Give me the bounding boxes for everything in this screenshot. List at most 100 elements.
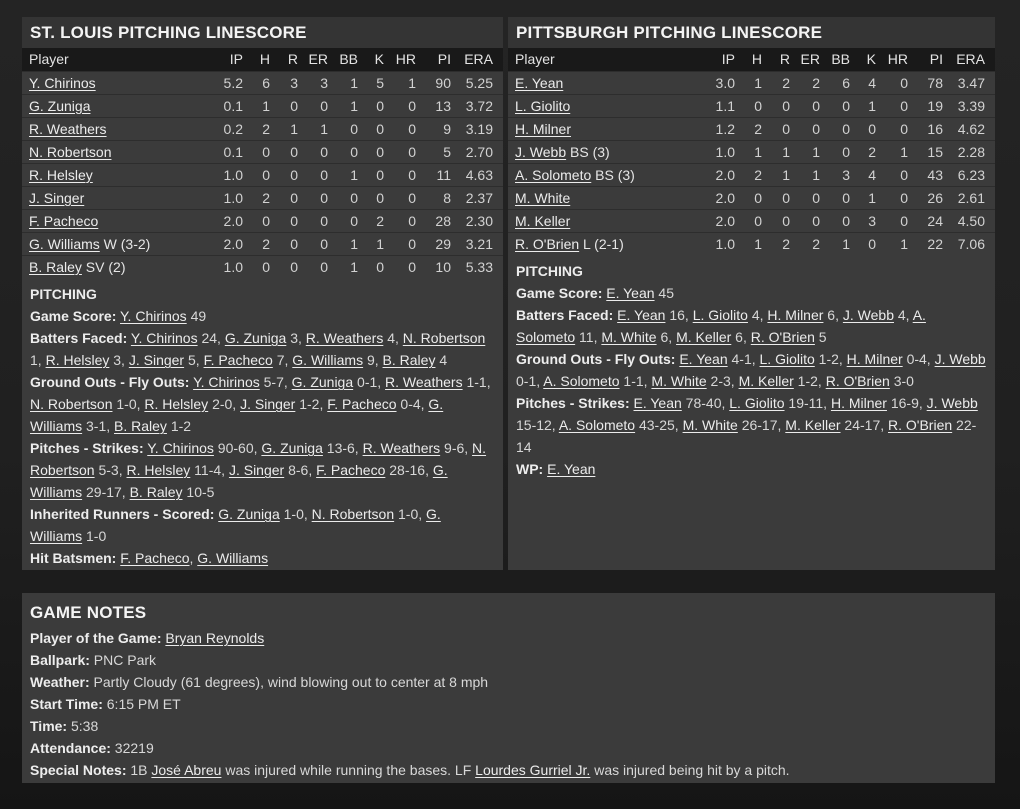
player-link[interactable]: M. Keller xyxy=(785,417,841,433)
player-link[interactable]: H. Milner xyxy=(846,351,903,367)
player-link[interactable]: M. White xyxy=(601,329,657,345)
pit-pitching-table: Player IP H R ER BB K HR PI ERA E. Yean 3.0 1 2 2 6 4 0 78… xyxy=(508,48,995,255)
stat-r: 0 xyxy=(782,97,790,114)
stat-hr: 0 xyxy=(408,166,416,183)
player-link[interactable]: G. Williams xyxy=(30,396,444,434)
player-link[interactable]: L. Giolito xyxy=(692,307,748,323)
player-link[interactable]: N. Robertson xyxy=(29,143,112,160)
player-link[interactable]: R. Weathers xyxy=(362,440,441,456)
player-link[interactable]: F. Pacheco xyxy=(316,462,386,478)
player-link[interactable]: G. Zuniga xyxy=(224,330,287,346)
player-link[interactable]: G. Zuniga xyxy=(29,97,91,114)
player-link[interactable]: G. Williams xyxy=(29,235,100,252)
player-link[interactable]: M. White xyxy=(651,373,707,389)
player-link[interactable]: R. Helsley xyxy=(29,166,93,183)
player-link[interactable]: J. Webb xyxy=(842,307,894,323)
player-link[interactable]: E. Yean xyxy=(617,307,666,323)
note-text: 24-17, xyxy=(840,417,889,433)
player-link[interactable]: A. Solometo xyxy=(558,417,636,433)
player-link[interactable]: E. Yean xyxy=(606,285,655,301)
player-link[interactable]: R. O'Brien xyxy=(825,373,890,389)
player-link[interactable]: B. Raley xyxy=(29,258,82,275)
player-cell: J. Webb BS (3) xyxy=(508,140,703,163)
note-line: Ground Outs - Fly Outs: E. Yean 4-1, L. … xyxy=(516,348,987,392)
player-link[interactable]: J. Webb xyxy=(926,395,978,411)
stat-r: 0 xyxy=(782,189,790,206)
player-link[interactable]: J. Singer xyxy=(29,189,85,206)
player-link[interactable]: E. Yean xyxy=(633,395,682,411)
player-link[interactable]: J. Webb xyxy=(934,351,986,367)
player-link[interactable]: N. Robertson xyxy=(30,440,487,478)
player-link[interactable]: G. Williams xyxy=(30,462,448,500)
player-link[interactable]: B. Raley xyxy=(129,484,183,500)
player-link[interactable]: R. Weathers xyxy=(29,120,107,137)
player-link[interactable]: E. Yean xyxy=(515,74,564,91)
player-link[interactable]: Y. Chirinos xyxy=(120,308,187,324)
player-link[interactable]: E. Yean xyxy=(547,461,596,477)
pitcher-row: B. Raley SV (2) 1.0 0 0 0 1 0 0 10 5.33 xyxy=(22,255,503,278)
player-link[interactable]: B. Raley xyxy=(114,418,167,434)
player-link[interactable]: B. Raley xyxy=(382,352,436,368)
stl-notes-lines: Game Score: Y. Chirinos 49 Batters Faced:… xyxy=(30,305,495,569)
player-link[interactable]: N. Robertson xyxy=(311,506,395,522)
player-link[interactable]: M. Keller xyxy=(676,329,732,345)
player-link[interactable]: L. Giolito xyxy=(759,351,815,367)
player-link[interactable]: Bryan Reynolds xyxy=(165,630,265,646)
player-link[interactable]: M. White xyxy=(515,189,571,206)
column-header-player: Player xyxy=(29,51,69,68)
player-link[interactable]: R. Weathers xyxy=(385,374,463,390)
note-text: 1B xyxy=(126,762,152,778)
player-link[interactable]: G. Zuniga xyxy=(218,506,280,522)
player-link[interactable]: R. O'Brien xyxy=(750,329,815,345)
player-link[interactable]: H. Milner xyxy=(767,307,824,323)
player-link[interactable]: R. O'Brien xyxy=(515,235,580,252)
player-link[interactable]: H. Milner xyxy=(515,120,572,137)
player-link[interactable]: J. Webb xyxy=(515,143,567,160)
player-link[interactable]: H. Milner xyxy=(830,395,887,411)
player-link[interactable]: J. Singer xyxy=(228,462,285,478)
player-link[interactable]: J. Singer xyxy=(128,352,185,368)
player-link[interactable]: L. Giolito xyxy=(515,97,571,114)
player-link[interactable]: F. Pacheco xyxy=(327,396,397,412)
player-link[interactable]: M. White xyxy=(682,417,738,433)
player-link[interactable]: A. Solometo xyxy=(543,373,620,389)
player-link[interactable]: Lourdes Gurriel Jr. xyxy=(475,762,591,778)
player-link[interactable]: G. Williams xyxy=(197,550,269,566)
player-link[interactable]: R. Helsley xyxy=(144,396,209,412)
player-link[interactable]: F. Pacheco xyxy=(203,352,273,368)
player-link[interactable]: N. Robertson xyxy=(402,330,486,346)
stl-pitching-table: Player IP H R ER BB K HR PI ERA Y. Chirinos 5.2 6 3 3 1… xyxy=(22,48,503,278)
player-link[interactable]: F. Pacheco xyxy=(29,212,99,229)
player-link[interactable]: R. Helsley xyxy=(126,462,191,478)
player-link[interactable]: R. Helsley xyxy=(45,352,110,368)
note-text: 4, xyxy=(383,330,403,346)
player-link[interactable]: A. Solometo xyxy=(516,307,926,345)
player-link[interactable]: Y. Chirinos xyxy=(130,330,198,346)
player-link[interactable]: Y. Chirinos xyxy=(147,440,214,456)
player-link[interactable]: M. Keller xyxy=(738,373,794,389)
player-link[interactable]: A. Solometo xyxy=(515,166,592,183)
player-link[interactable]: F. Pacheco xyxy=(120,550,190,566)
player-link[interactable]: R. O'Brien xyxy=(888,417,953,433)
player-link[interactable]: R. Weathers xyxy=(305,330,384,346)
player-link[interactable]: N. Robertson xyxy=(30,396,113,412)
player-link[interactable]: José Abreu xyxy=(151,762,222,778)
player-link[interactable]: E. Yean xyxy=(679,351,728,367)
player-link[interactable]: G. Williams xyxy=(30,506,441,544)
note-text: 1-1, xyxy=(619,373,652,389)
player-cell: B. Raley SV (2) xyxy=(22,255,211,278)
pitcher-row: J. Singer 1.0 2 0 0 0 0 0 8 2.37 xyxy=(22,186,503,209)
player-link[interactable]: Y. Chirinos xyxy=(193,374,260,390)
player-link[interactable]: Y. Chirinos xyxy=(29,74,96,91)
note-text: 22-14 xyxy=(516,417,977,455)
player-link[interactable]: L. Giolito xyxy=(729,395,785,411)
player-cell: E. Yean xyxy=(508,71,703,94)
stat-era: 4.50 xyxy=(957,212,985,229)
player-link[interactable]: J. Singer xyxy=(240,396,296,412)
player-link[interactable]: G. Williams xyxy=(292,352,364,368)
note-line: Weather: Partly Cloudy (61 degrees), win… xyxy=(30,671,987,693)
player-link[interactable]: G. Zuniga xyxy=(261,440,323,456)
player-link[interactable]: G. Zuniga xyxy=(291,374,354,390)
column-header-ip: IP xyxy=(229,51,243,68)
player-link[interactable]: M. Keller xyxy=(515,212,571,229)
